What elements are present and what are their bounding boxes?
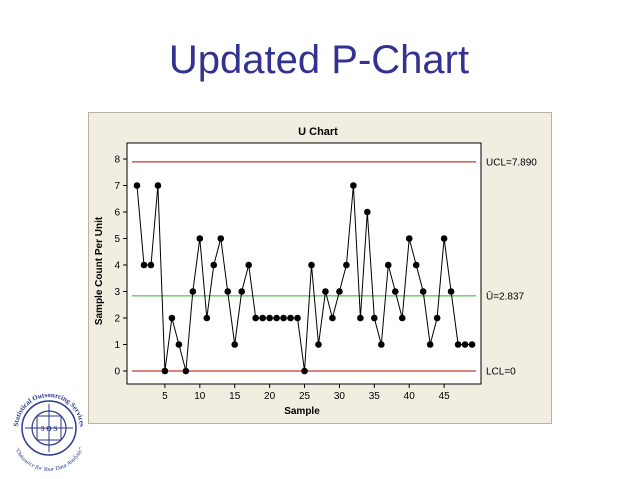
y-tick-label: 5 — [114, 234, 120, 245]
sos-logo: Statistical Outsourcing Services "Outsou… — [12, 391, 86, 472]
data-point — [203, 314, 211, 322]
x-tick-label: 40 — [404, 391, 416, 402]
data-point — [140, 261, 148, 269]
data-point — [454, 341, 462, 348]
data-point — [245, 261, 252, 269]
data-point — [189, 288, 197, 295]
data-point — [175, 341, 183, 348]
logo-center-text: S O S — [41, 425, 58, 433]
x-tick-label: 5 — [162, 391, 168, 402]
y-tick-label: 0 — [114, 367, 120, 378]
data-point — [329, 314, 336, 322]
data-point — [350, 182, 357, 189]
logo-square — [36, 415, 62, 441]
y-tick-label: 1 — [114, 340, 120, 351]
data-point — [196, 235, 204, 242]
data-point — [217, 235, 225, 242]
data-point — [419, 288, 427, 295]
x-tick-label: 35 — [369, 391, 381, 402]
plot-area — [126, 142, 482, 385]
data-point — [308, 261, 315, 269]
x-tick-label: 15 — [229, 391, 241, 402]
x-tick-label: 10 — [194, 391, 206, 402]
data-point — [161, 367, 169, 375]
x-tick-label: 20 — [264, 391, 276, 402]
data-point — [273, 314, 280, 322]
data-point — [447, 288, 455, 295]
data-point — [252, 314, 259, 322]
data-point — [391, 288, 399, 295]
data-point — [468, 341, 476, 348]
data-point — [378, 341, 385, 348]
y-tick-label: 3 — [114, 287, 120, 298]
slide-title: Updated P-Chart — [168, 38, 470, 82]
data-point — [224, 288, 232, 295]
data-point — [384, 261, 392, 269]
data-point — [238, 288, 245, 295]
data-series — [133, 182, 476, 375]
control-limit-label-center: Ū=2.837 — [486, 290, 525, 302]
control-limits: UCL=7.890 Ū=2.837 LCL=0 — [132, 157, 537, 378]
data-point — [231, 341, 239, 348]
data-point — [398, 314, 406, 322]
control-limit-label-lcl: LCL=0 — [486, 367, 516, 378]
x-tick-label: 30 — [334, 391, 346, 402]
y-axis-label: Sample Count Per Unit — [94, 216, 105, 325]
data-point — [412, 261, 420, 269]
data-point — [154, 182, 162, 189]
data-point — [133, 182, 141, 189]
logo-outer-ring — [21, 400, 77, 456]
chart-title: U Chart — [298, 126, 338, 138]
y-tick-label: 8 — [114, 155, 120, 166]
data-point — [259, 314, 266, 322]
data-point — [322, 288, 329, 295]
data-point — [426, 341, 434, 348]
data-point — [210, 261, 218, 269]
data-point — [440, 235, 448, 242]
data-point — [287, 314, 294, 322]
data-point — [168, 314, 176, 322]
data-point — [336, 288, 343, 295]
x-tick-label: 45 — [439, 391, 451, 402]
data-point — [371, 314, 378, 322]
data-point — [147, 261, 155, 269]
y-tick-label: 6 — [114, 208, 120, 219]
data-point — [357, 314, 364, 322]
control-limit-label-ucl: UCL=7.890 — [486, 157, 537, 168]
y-tick-label: 4 — [114, 261, 120, 272]
data-point — [294, 314, 301, 322]
data-point — [266, 314, 273, 322]
data-point — [364, 208, 371, 216]
data-point — [343, 261, 350, 269]
data-point — [405, 235, 413, 242]
logo-crosshair — [25, 404, 73, 452]
chart-panel: U Chart 0 1 2 3 4 5 6 7 8 5 10 15 20 25 30 35 40 45 UCL=7… — [88, 112, 552, 424]
y-tick-label: 2 — [114, 314, 120, 325]
data-point — [182, 367, 190, 375]
data-point — [301, 367, 308, 375]
data-point — [315, 341, 322, 348]
y-tick-label: 7 — [114, 181, 120, 192]
x-axis-label: Sample — [284, 406, 320, 417]
data-point — [280, 314, 287, 322]
data-point — [461, 341, 469, 348]
x-tick-label: 25 — [299, 391, 311, 402]
data-point — [433, 314, 441, 322]
